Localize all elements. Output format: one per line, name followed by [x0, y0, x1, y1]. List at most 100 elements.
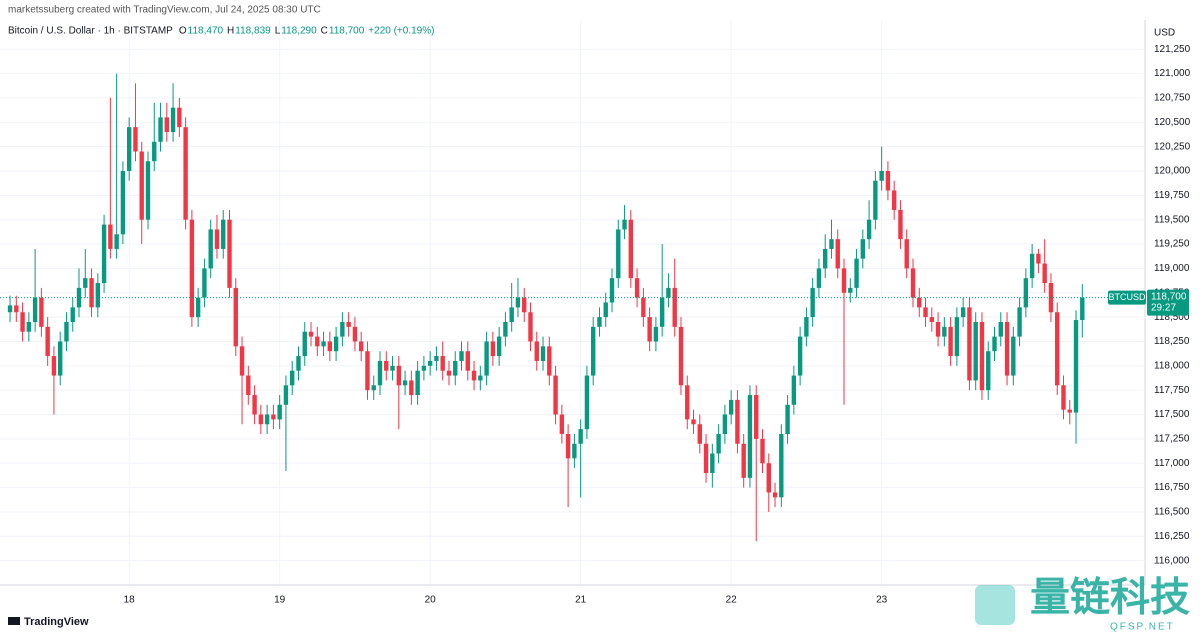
candle-body: [904, 239, 909, 269]
candle-body: [45, 326, 50, 357]
candle-body: [177, 107, 182, 128]
candle-body: [114, 234, 119, 249]
candle-body: [942, 326, 947, 337]
candle-body: [183, 127, 188, 220]
candle-body: [126, 127, 132, 171]
y-tick-label: 117,250: [1154, 434, 1190, 445]
candle-body: [885, 170, 891, 191]
candle-body: [1036, 253, 1041, 264]
legend-value: 118,290: [281, 26, 317, 37]
candle-body: [954, 317, 960, 357]
candle-body: [515, 297, 521, 308]
candle-body: [835, 239, 840, 269]
watermark: 量链科技 QFSP.NET: [975, 576, 1190, 633]
candle-body: [83, 278, 88, 288]
y-tick-label: 121,000: [1154, 68, 1191, 79]
price-tag: 118,700: [1151, 291, 1187, 302]
symbol-tag: BTCUSD: [1108, 292, 1146, 302]
candle-body: [986, 351, 991, 391]
candle-body: [302, 331, 307, 357]
legend-value: 118,700: [329, 26, 365, 37]
candle-body: [685, 385, 690, 420]
candle-body: [446, 370, 452, 376]
candle-body: [597, 317, 602, 327]
candle-body: [264, 414, 270, 425]
candle-body: [540, 346, 546, 361]
x-tick-label: 18: [124, 595, 136, 606]
candle-body: [1017, 307, 1022, 337]
candle-body: [923, 307, 928, 318]
candle-body: [1073, 320, 1079, 413]
candle-body: [917, 297, 922, 308]
candle-body: [935, 321, 941, 337]
candle-body: [772, 492, 778, 498]
candle-body: [158, 117, 163, 142]
header: marketssuberg created with TradingView.c…: [8, 5, 321, 16]
candle-body: [910, 268, 916, 298]
legend-key: C: [321, 26, 328, 37]
y-tick-label: 120,500: [1154, 117, 1191, 128]
candle-body: [227, 219, 232, 288]
candle-body: [340, 321, 345, 337]
candle-body: [32, 297, 38, 322]
candle-body: [716, 434, 721, 454]
candle-body: [471, 370, 477, 381]
candle-body: [465, 351, 470, 371]
countdown: 29:27: [1151, 302, 1176, 313]
candle-body: [1029, 253, 1035, 279]
candle-body: [371, 385, 376, 391]
tv-logo: TradingView: [8, 616, 89, 628]
candle-body: [89, 278, 94, 308]
candle-body: [722, 414, 728, 435]
candle-body: [754, 395, 759, 439]
candle-body: [1080, 297, 1085, 321]
candle-body: [1004, 321, 1010, 376]
candle-body: [484, 341, 489, 376]
legend-value: 118,839: [235, 26, 271, 37]
candle-body: [697, 424, 702, 444]
candle-body: [804, 317, 809, 337]
candles: [7, 73, 1085, 542]
y-tick-label: 116,750: [1154, 482, 1190, 493]
candle-body: [785, 404, 790, 435]
candle-body: [478, 375, 483, 381]
candle-body: [202, 268, 207, 298]
candle-body: [841, 268, 847, 293]
legend-key: H: [227, 26, 234, 37]
candle-body: [221, 219, 226, 249]
candle-body: [346, 321, 351, 327]
candle-body: [1011, 336, 1016, 376]
candle-body: [409, 380, 414, 396]
candle-body: [647, 317, 652, 342]
candle-body: [578, 429, 583, 444]
candle-body: [434, 356, 439, 361]
candle-body: [39, 297, 44, 327]
candle-body: [590, 326, 596, 376]
x-tick-label: 20: [425, 595, 437, 606]
x-tick-label: 22: [726, 595, 738, 606]
candle-body: [58, 341, 63, 376]
price-tag-bg: [1147, 289, 1189, 316]
y-tick-label: 119,500: [1154, 214, 1190, 225]
candle-body: [572, 443, 577, 459]
candle-body: [421, 365, 427, 371]
candle-body: [672, 287, 677, 327]
candle-body: [622, 219, 627, 230]
candle-body: [377, 360, 383, 386]
candle-body: [522, 297, 527, 313]
candle-body: [233, 287, 238, 347]
candle-body: [189, 219, 195, 318]
watermark-url: QFSP.NET: [1110, 622, 1175, 633]
candle-body: [653, 326, 659, 342]
y-tick-label: 120,250: [1154, 141, 1191, 152]
candle-body: [108, 224, 113, 249]
legend-key: L: [275, 26, 281, 37]
candle-body: [810, 287, 815, 318]
logo-mark: [8, 617, 20, 625]
candle-body: [728, 399, 734, 415]
candle-body: [239, 346, 245, 376]
candle-body: [358, 341, 364, 352]
candle-body: [710, 453, 715, 473]
candle-body: [1061, 385, 1066, 410]
candle-body: [214, 229, 220, 249]
